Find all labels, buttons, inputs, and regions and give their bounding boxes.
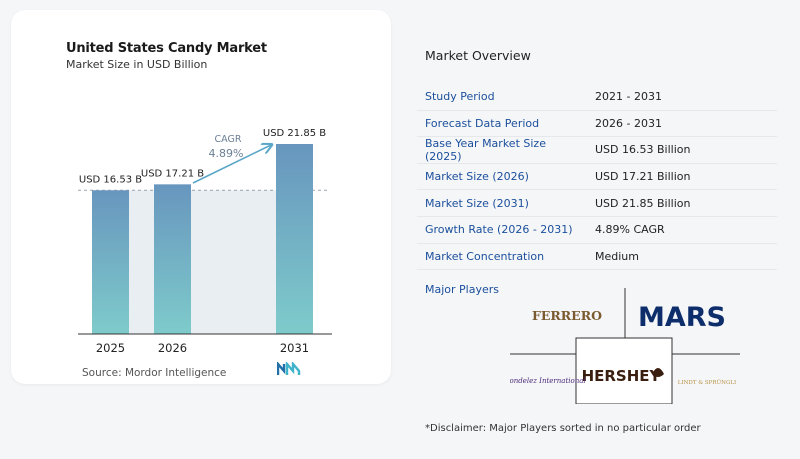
overview-row-label: Market Size (2031) [425, 196, 529, 210]
x-tick-label-2025: 2025 [96, 341, 125, 355]
mordor-intelligence-logo [277, 362, 301, 375]
source-text: Source: Mordor Intelligence [82, 367, 227, 379]
bar-2026 [154, 184, 191, 334]
overview-row-value: 2021 - 2031 [595, 90, 662, 104]
bar-2031 [276, 144, 313, 334]
overview-row: Market Size (2031) USD 21.85 Billion [417, 190, 777, 217]
bar-chart: USD 16.53 B 2025 USD 17.21 B 2026 USD 21.85 … [78, 128, 332, 355]
overview-row-value: USD 16.53 Billion [595, 143, 691, 157]
lindt-logo: LINDT & SPRÜNGLI [678, 379, 736, 386]
overview-row: Growth Rate (2026 - 2031) 4.89% CAGR [417, 217, 777, 244]
disclaimer-text: *Disclaimer: Major Players sorted in no … [425, 423, 701, 434]
overview-row-label: Market Size (2026) [425, 170, 529, 184]
major-players-title: Major Players [425, 283, 499, 296]
market-overview-table: Study Period 2021 - 2031 Forecast Data Per… [417, 84, 777, 271]
overview-row: Study Period 2021 - 2031 [417, 84, 777, 111]
overview-row-label: Study Period [425, 90, 495, 104]
overview-row-value: USD 17.21 Billion [595, 170, 691, 184]
overview-row-value: USD 21.85 Billion [595, 196, 691, 210]
ferrero-logo: FERRERO [532, 308, 602, 323]
bar-2025 [92, 190, 129, 334]
chart-subtitle: Market Size in USD Billion [66, 58, 208, 71]
data-label-2025: USD 16.53 B [79, 174, 142, 185]
overview-row-value: 2026 - 2031 [595, 116, 662, 130]
x-tick-label-2031: 2031 [280, 341, 309, 355]
overview-row-value: Medium [595, 249, 639, 263]
cagr-value: 4.89% [209, 147, 244, 160]
overview-row-value: 4.89% CAGR [595, 223, 665, 237]
mars-logo: MARS [638, 302, 726, 333]
overview-row: Forecast Data Period 2026 - 2031 [417, 111, 777, 138]
x-tick-label-2026: 2026 [158, 341, 187, 355]
hershey-logo: HERSHEY [582, 367, 662, 385]
market-overview-title: Market Overview [425, 48, 531, 63]
overview-row-label: Forecast Data Period [425, 116, 540, 130]
major-players-logos: FERRERO MARS HERSHEY Mondelez Internatio… [510, 288, 740, 404]
overview-row: Market Concentration Medium [417, 244, 777, 271]
data-label-2026: USD 17.21 B [141, 168, 204, 179]
cagr-label: CAGR [215, 134, 242, 145]
overview-row-label: Base Year Market Size (2025) [425, 136, 546, 163]
mondelez-logo: Mondelez International [510, 377, 586, 385]
cagr-arrow [192, 145, 271, 184]
chart-title: United States Candy Market [66, 41, 267, 56]
overview-row-label: Market Concentration [425, 249, 545, 263]
overview-row-label: Growth Rate (2026 - 2031) [425, 223, 573, 237]
overview-row: Market Size (2026) USD 17.21 Billion [417, 164, 777, 191]
data-label-2031: USD 21.85 B [263, 128, 326, 139]
overview-row: Base Year Market Size (2025) USD 16.53 Bi… [417, 137, 777, 164]
